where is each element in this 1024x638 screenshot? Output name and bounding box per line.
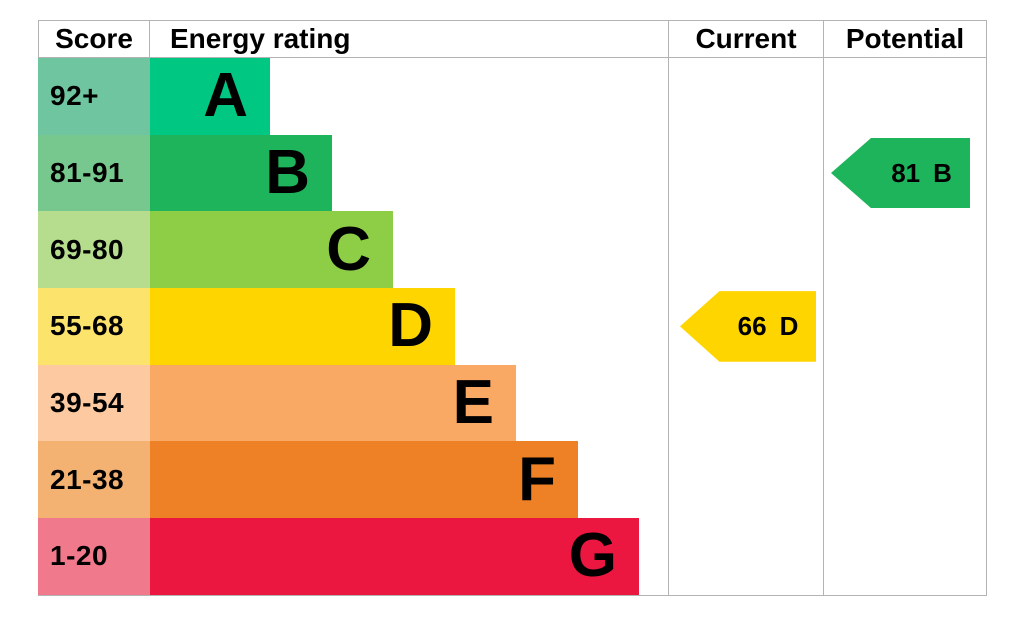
band-bar-track: D: [150, 288, 668, 365]
band-letter: E: [452, 368, 494, 438]
potential-cell: [823, 58, 987, 135]
band-bar: C: [150, 211, 393, 289]
band-score-range: 39-54: [38, 364, 150, 442]
band-letter: D: [388, 291, 433, 361]
band-letter: B: [265, 138, 310, 208]
current-score: 66: [737, 310, 767, 341]
band-bar-track: A: [150, 58, 668, 135]
potential-cell: 81 B: [823, 134, 987, 212]
potential-band-letter: B: [933, 157, 952, 188]
current-cell: 66 D: [668, 288, 823, 365]
band-bar-track: C: [150, 211, 668, 289]
current-cell: [668, 134, 823, 212]
band-bar-track: F: [150, 441, 668, 519]
header-current: Current: [668, 21, 823, 57]
band-row: 21-38 F: [38, 441, 987, 519]
header-score: Score: [38, 21, 150, 57]
band-bar: A: [150, 58, 270, 135]
band-letter: F: [518, 444, 556, 514]
potential-cell: [823, 211, 987, 289]
band-bar: D: [150, 288, 455, 365]
band-score-range: 81-91: [38, 134, 150, 212]
potential-score: 81: [891, 157, 921, 188]
band-bar: E: [150, 364, 516, 442]
band-bar: F: [150, 441, 578, 519]
band-bar-track: B: [150, 134, 668, 212]
potential-cell: [823, 441, 987, 519]
band-bar-track: E: [150, 364, 668, 442]
potential-cell: [823, 518, 987, 595]
band-letter: G: [568, 521, 617, 591]
current-cell: [668, 58, 823, 135]
epc-chart: Score Energy rating Current Potential 92…: [38, 20, 987, 596]
band-rows: 92+ A 81-91 B 81 B 69-80 C 55-68 D: [38, 58, 987, 595]
header-row: Score Energy rating Current Potential: [38, 20, 987, 58]
current-cell: [668, 364, 823, 442]
current-rating-arrow: 66 D: [680, 291, 816, 362]
band-bar-track: G: [150, 518, 668, 595]
current-cell: [668, 211, 823, 289]
band-score-range: 55-68: [38, 288, 150, 365]
band-letter: A: [203, 61, 248, 131]
potential-cell: [823, 364, 987, 442]
band-score-range: 69-80: [38, 211, 150, 289]
header-energy-rating: Energy rating: [170, 23, 351, 54]
band-row: 39-54 E: [38, 364, 987, 442]
current-cell: [668, 441, 823, 519]
header-potential: Potential: [823, 21, 987, 57]
band-bar: G: [150, 518, 639, 595]
potential-rating-arrow: 81 B: [831, 137, 970, 209]
band-row: 1-20 G: [38, 518, 987, 595]
band-score-range: 92+: [38, 58, 150, 135]
band-score-range: 21-38: [38, 441, 150, 519]
band-row: 69-80 C: [38, 211, 987, 289]
band-row: 55-68 D 66 D: [38, 288, 987, 365]
band-row: 92+ A: [38, 58, 987, 135]
band-bar: B: [150, 134, 332, 212]
potential-cell: [823, 288, 987, 365]
band-row: 81-91 B 81 B: [38, 134, 987, 212]
band-letter: C: [326, 214, 371, 284]
band-score-range: 1-20: [38, 518, 150, 595]
current-cell: [668, 518, 823, 595]
current-band-letter: D: [779, 310, 799, 341]
